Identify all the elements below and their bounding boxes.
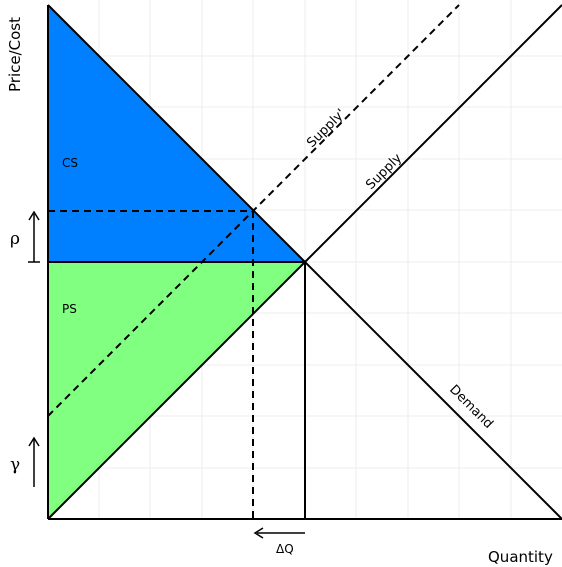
gamma-marker: γ <box>10 436 40 487</box>
delta-q-label: ΔQ <box>276 542 294 556</box>
consumer-surplus-label: CS <box>62 156 78 170</box>
shifted-supply-curve <box>47 4 460 417</box>
rho-marker: ρ <box>10 210 40 263</box>
rho-arrowhead <box>28 210 40 221</box>
rho-label: ρ <box>10 229 20 249</box>
delta-q-arrowhead <box>253 527 264 539</box>
gamma-label: γ <box>10 455 20 475</box>
demand-label: Demand <box>446 382 496 432</box>
gamma-arrowhead <box>28 436 40 447</box>
supply-shifted-label: Supply' <box>304 106 348 150</box>
producer-surplus-label: PS <box>62 302 77 316</box>
y-axis-label: Price/Cost <box>6 17 24 92</box>
delta-q-marker: ΔQ <box>253 527 305 556</box>
x-axis-label: Quantity <box>488 548 553 566</box>
supply-label: Supply <box>363 151 405 193</box>
